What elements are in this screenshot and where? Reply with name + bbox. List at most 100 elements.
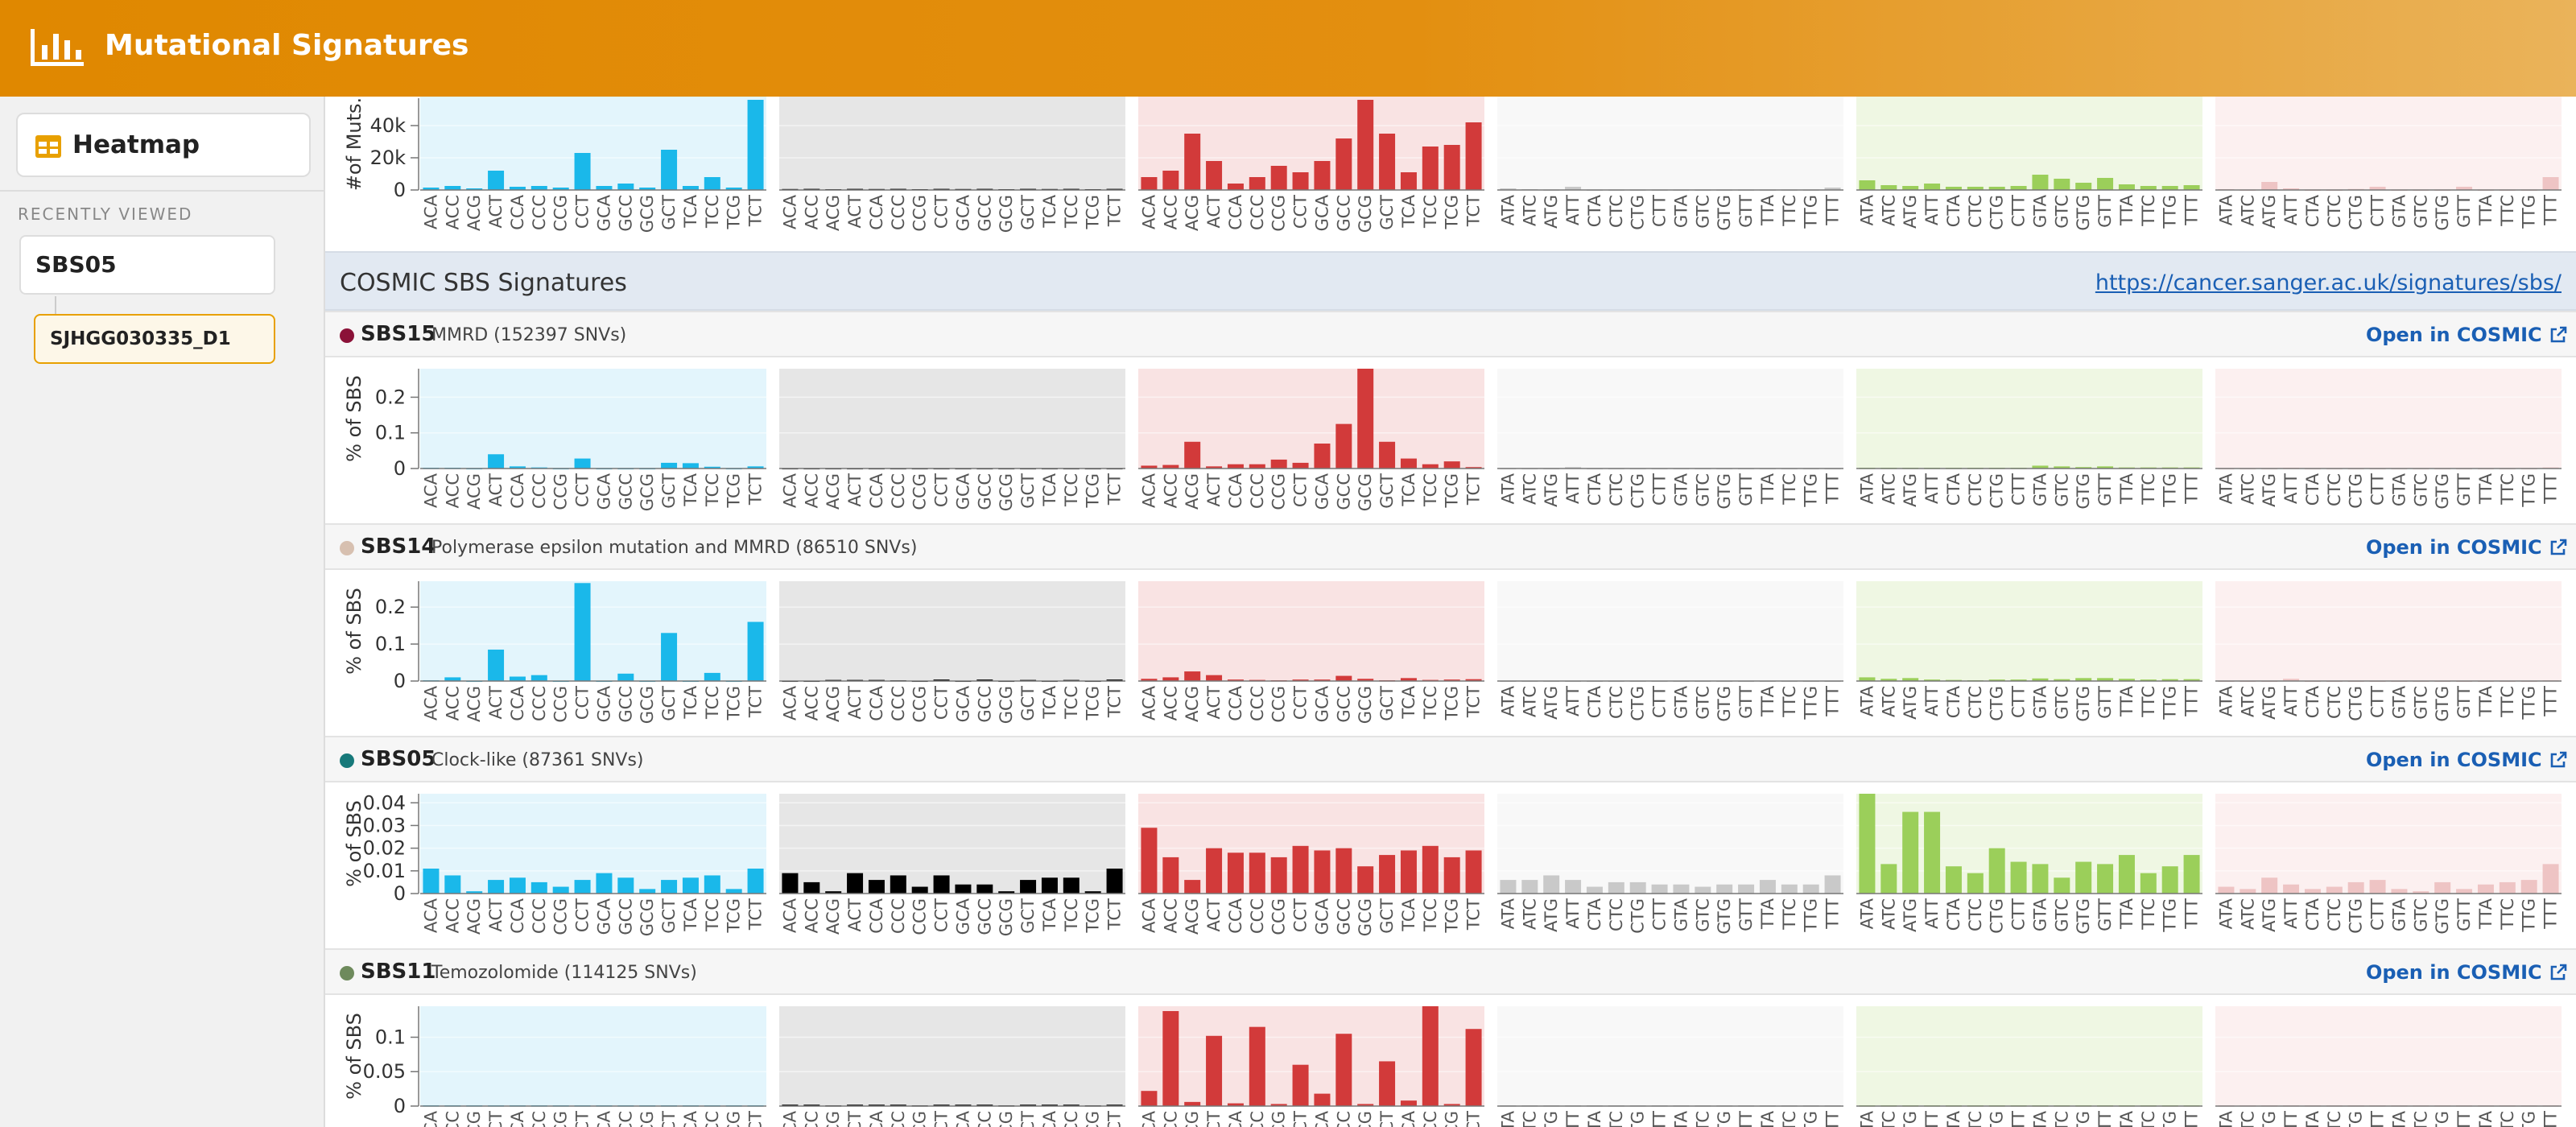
bar-gca	[1314, 161, 1331, 190]
x-tick-label: TCA	[1040, 685, 1059, 719]
recent-item-sample[interactable]: SJHGG030335_D1	[34, 314, 275, 364]
bar-tct	[1465, 467, 1482, 469]
bar-acc	[1162, 1010, 1179, 1106]
x-tick-label: GTG	[1715, 473, 1734, 510]
x-tick-label: GCG	[1356, 1111, 1375, 1127]
x-tick-label: GTC	[1693, 686, 1712, 720]
x-tick-label: TCG	[1443, 195, 1462, 230]
cosmic-signatures-link[interactable]: https://cancer.sanger.ac.uk/signatures/s…	[2095, 270, 2562, 295]
open-in-cosmic-link[interactable]: Open in COSMIC	[2366, 749, 2568, 771]
bar-gtt	[2097, 678, 2114, 681]
bar-acc	[444, 677, 461, 681]
x-tick-label: TTA	[2117, 194, 2136, 226]
bar-ccg	[911, 886, 928, 894]
x-tick-label: TTG	[2520, 1111, 2539, 1127]
x-tick-label: CTG	[1629, 195, 1648, 230]
x-tick-label: CTG	[2347, 1111, 2366, 1127]
x-tick-label: CTG	[1629, 1111, 1648, 1127]
x-tick-label: GCA	[1312, 898, 1331, 935]
x-tick-label: CCG	[910, 1111, 930, 1127]
bar-ccc	[530, 186, 547, 190]
recent-item-signature[interactable]: SBS05	[19, 235, 275, 295]
bar-cta	[2304, 889, 2321, 894]
bar-gcc	[617, 673, 634, 681]
x-tick-label: TTC	[2139, 686, 2158, 718]
x-tick-label: TCT	[1464, 898, 1484, 931]
bar-act	[1206, 848, 1223, 894]
x-tick-label: CCC	[1248, 195, 1267, 230]
y-axis-label: % of SBS	[343, 800, 365, 887]
x-tick-label: ACC	[802, 195, 821, 229]
bar-acc	[1162, 677, 1179, 681]
x-tick-label: CTA	[2303, 194, 2322, 227]
x-tick-label: TCG	[724, 473, 744, 509]
open-in-cosmic-link[interactable]: Open in COSMIC	[2366, 536, 2568, 559]
x-tick-label: ATC	[1879, 473, 1898, 505]
x-tick-label: ACT	[486, 1111, 506, 1127]
x-tick-label: GCC	[975, 686, 994, 723]
x-tick-label: CCA	[1226, 473, 1245, 508]
x-tick-label: CCA	[867, 1110, 886, 1127]
x-tick-label: TTC	[2139, 1111, 2158, 1127]
bar-att	[1924, 679, 1941, 681]
bar-ctc	[1608, 881, 1624, 894]
x-tick-label: GCG	[638, 686, 657, 724]
x-tick-label: TTC	[2139, 473, 2158, 506]
bar-ctc	[1967, 873, 1984, 894]
bar-gcc	[976, 884, 993, 894]
x-tick-label: GCC	[975, 898, 994, 935]
x-tick-label: TTG	[1802, 898, 1821, 933]
bar-ttt	[1824, 875, 1841, 894]
x-tick-label: GTC	[2411, 195, 2430, 229]
x-tick-label: GTA	[2389, 194, 2409, 228]
x-tick-label: CTA	[2303, 898, 2322, 931]
bar-aca	[1141, 177, 1158, 190]
x-tick-label: ATG	[1542, 1111, 1561, 1127]
x-tick-label: TTT	[2541, 473, 2561, 505]
open-in-cosmic-link[interactable]: Open in COSMIC	[2366, 324, 2568, 346]
x-tick-label: ACT	[845, 473, 865, 507]
y-tick-label: 20k	[370, 147, 407, 169]
bar-gcc	[1335, 675, 1352, 681]
x-tick-label: ACA	[1139, 898, 1158, 933]
bar-gta	[1673, 884, 1690, 894]
x-tick-label: CTC	[1607, 1111, 1626, 1127]
bar-gtg	[2075, 467, 2092, 469]
open-in-cosmic-link[interactable]: Open in COSMIC	[2366, 961, 2568, 984]
x-tick-label: GTC	[2411, 473, 2430, 507]
bar-att	[2283, 679, 2300, 681]
x-tick-label: GCC	[1334, 195, 1353, 232]
bar-cca	[1227, 184, 1244, 190]
bar-tcc	[1422, 1006, 1439, 1106]
bar-ata	[1500, 188, 1517, 190]
y-tick-label: 0	[394, 1095, 406, 1117]
bar-ctt	[1651, 884, 1668, 894]
table-grid-icon	[35, 135, 61, 158]
x-tick-label: GCG	[1356, 686, 1375, 724]
external-link-icon	[2550, 964, 2567, 980]
bar-ttg	[2161, 866, 2178, 894]
x-tick-label: CTA	[1944, 685, 1963, 718]
x-tick-label: CTA	[1944, 194, 1963, 227]
x-tick-label: TCT	[746, 898, 766, 931]
heatmap-button[interactable]: Heatmap	[16, 113, 311, 177]
cosmic-section-header: COSMIC SBS Signatures https://cancer.san…	[325, 251, 2576, 311]
x-tick-label: CCG	[551, 1111, 571, 1127]
x-tick-label: ACT	[845, 686, 865, 720]
x-tick-label: CTG	[1629, 898, 1648, 934]
x-tick-label: ATG	[2260, 898, 2279, 932]
x-tick-label: TCC	[1062, 1111, 1081, 1127]
bar-ccg	[552, 886, 569, 894]
x-tick-label: TCT	[1105, 898, 1125, 931]
bar-ccg	[1270, 459, 1287, 469]
bar-gct	[1020, 880, 1037, 894]
x-tick-label: ATA	[1498, 1110, 1517, 1127]
x-tick-label: CCG	[551, 195, 571, 232]
x-tick-label: CTT	[2009, 898, 2029, 931]
x-tick-label: ATA	[1498, 473, 1517, 504]
x-tick-label: GCT	[659, 195, 679, 230]
x-tick-label: CTA	[1944, 898, 1963, 931]
bar-tcg	[1084, 891, 1101, 894]
x-tick-label: TCA	[1040, 898, 1059, 931]
x-tick-label: TCC	[1421, 898, 1440, 932]
